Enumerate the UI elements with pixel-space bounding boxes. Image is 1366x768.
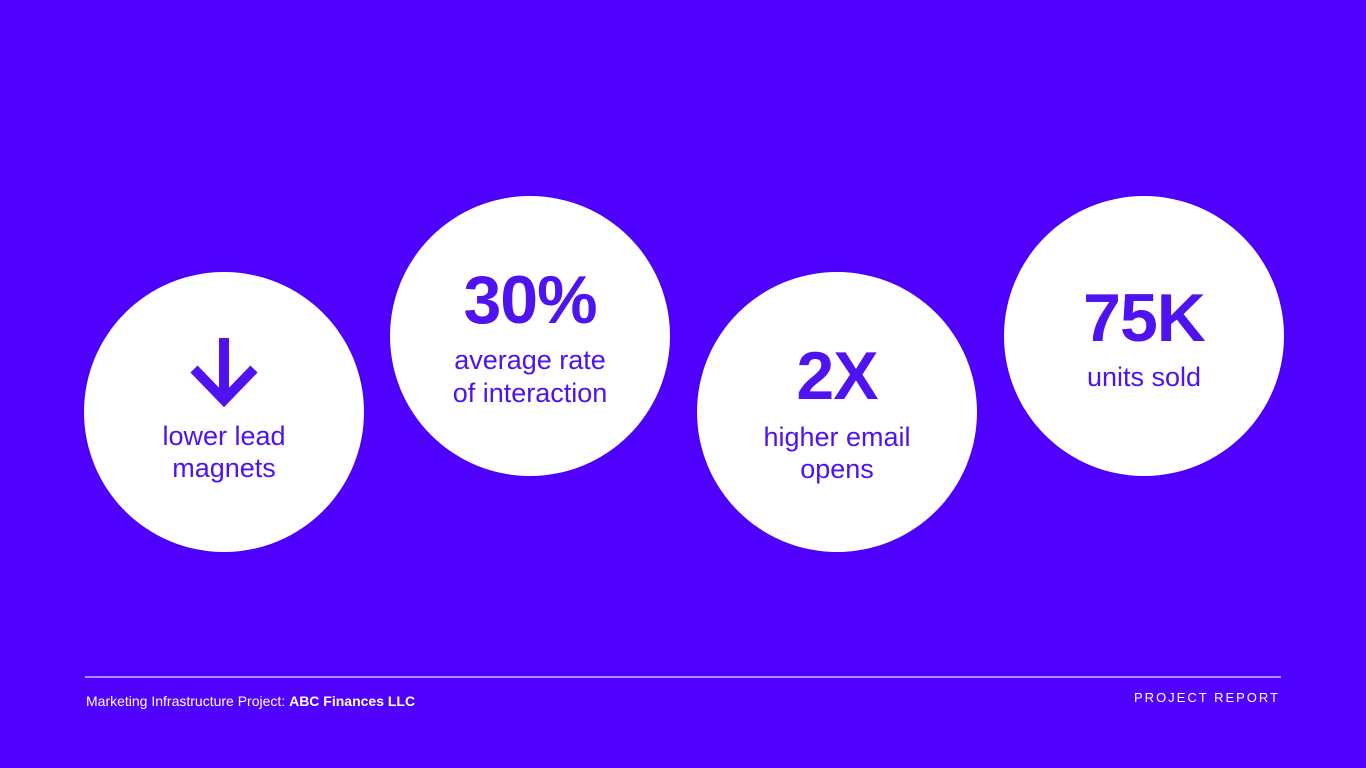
stat-value: 2X	[796, 338, 878, 414]
stat-label: units sold	[1086, 362, 1202, 392]
footer-report-label: PROJECT REPORT	[1134, 690, 1280, 705]
stat-value: 75K	[1083, 280, 1206, 356]
stat-label: average rate	[454, 345, 606, 375]
stat-circle-email-opens: 2X higher email opens	[697, 272, 977, 552]
stat-label: of interaction	[452, 378, 608, 408]
stat-label: higher email	[763, 422, 911, 452]
footer-project-prefix: Marketing Infrastructure Project:	[86, 693, 290, 709]
stat-value: 30%	[463, 262, 597, 338]
footer-project: Marketing Infrastructure Project: ABC Fi…	[86, 693, 415, 709]
stat-circle-units-sold: 75K units sold	[1004, 196, 1284, 476]
stat-label: lower lead	[162, 421, 286, 451]
footer-client: ABC Finances LLC	[289, 693, 416, 709]
stat-circle-interaction: 30% average rate of interaction	[390, 196, 670, 476]
stat-circle-lead-magnets: lower lead magnets	[84, 272, 364, 552]
arrow-down-icon	[190, 338, 258, 408]
footer-divider	[85, 676, 1281, 678]
stat-label: opens	[800, 454, 874, 484]
stat-label: magnets	[172, 453, 276, 483]
